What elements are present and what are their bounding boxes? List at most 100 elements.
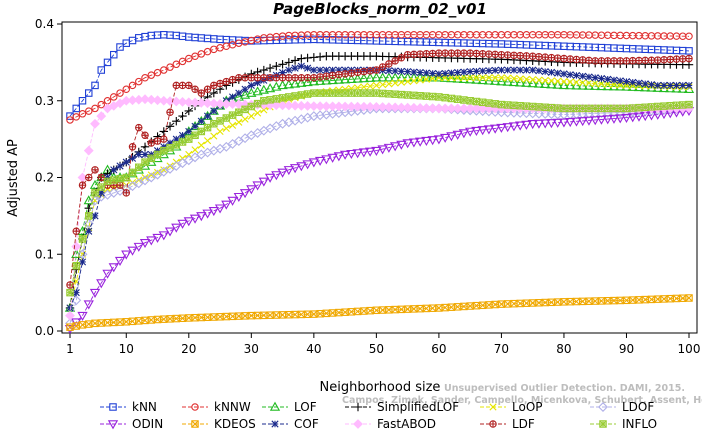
data-point-cof (203, 112, 212, 120)
legend-item-kdeos: KDEOS (182, 417, 256, 431)
data-point-fastabod (271, 100, 282, 111)
data-point-odin (371, 146, 382, 156)
data-point-fastabod (390, 102, 401, 113)
data-point-lof (371, 72, 382, 82)
data-point-ldf (116, 181, 124, 189)
data-point-odin (189, 214, 201, 224)
legend-item-inflo: INFLO (590, 417, 657, 431)
data-point-kdeos (247, 311, 256, 320)
data-point-ldf (291, 73, 299, 82)
legend-label-knnw: kNNW (214, 400, 251, 414)
data-point-inflo (466, 97, 474, 105)
data-point-cof (128, 154, 137, 162)
data-point-ldf (122, 189, 131, 197)
data-point-loop (416, 76, 424, 84)
data-point-inflo (78, 235, 87, 243)
data-point-lof (633, 82, 645, 92)
series-ldof (65, 103, 694, 329)
data-point-loop (366, 82, 374, 90)
data-point-simplifiedlof (140, 142, 150, 151)
data-point-fastabod (146, 94, 157, 105)
data-point-ldof (527, 108, 538, 119)
data-point-lof (502, 76, 513, 86)
chart-title: PageBlocks_norm_02_v01 (273, 0, 487, 18)
data-point-inflo (147, 154, 156, 163)
data-point-cof (497, 66, 506, 74)
series-line-ldf (69, 52, 690, 285)
data-point-cof (191, 122, 199, 130)
data-point-knnw (178, 57, 187, 66)
data-point-cof (97, 189, 105, 197)
data-point-fastabod (396, 102, 407, 113)
data-point-inflo (210, 120, 218, 128)
data-point-inflo (297, 91, 306, 99)
data-point-simplifiedlof (272, 62, 281, 71)
data-point-inflo (635, 103, 643, 112)
data-point-ldf (341, 70, 349, 78)
data-point-fastabod (83, 145, 94, 156)
watermark-line-2: Campos, Zimek, Sander, Campello, Micenko… (342, 395, 702, 406)
data-point-ldf (660, 56, 668, 64)
data-point-loop (516, 75, 524, 83)
data-point-loop (535, 76, 543, 84)
data-point-inflo (135, 163, 143, 172)
data-point-loop (216, 127, 224, 136)
data-point-ldf (497, 50, 506, 59)
data-point-inflo (366, 89, 374, 97)
data-point-odin (158, 231, 169, 241)
data-point-cof (660, 81, 668, 89)
data-point-ldof (77, 249, 88, 260)
data-point-ldf (310, 73, 318, 82)
data-point-ldof (227, 138, 238, 149)
data-point-cof (679, 81, 687, 89)
data-point-lof (527, 78, 538, 88)
data-point-ldf (97, 173, 106, 182)
data-point-inflo (591, 104, 599, 113)
data-point-ldof (83, 218, 94, 229)
data-point-cof (322, 66, 330, 74)
data-point-inflo (485, 99, 493, 107)
data-point-simplifiedlof (159, 127, 168, 136)
data-point-cof (285, 66, 293, 74)
data-point-ldof (552, 109, 563, 120)
data-point-ldf (178, 81, 187, 90)
data-point-odin (164, 227, 176, 237)
data-point-ldof (546, 109, 557, 120)
data-point-loop (191, 146, 199, 154)
legend-label-lof: LOF (294, 400, 317, 414)
data-point-cof (672, 81, 681, 89)
data-point-odin (465, 127, 476, 137)
data-point-inflo (422, 92, 431, 100)
data-point-cof (572, 71, 581, 80)
data-point-odin (565, 118, 576, 128)
legend-label-ldof: LDOF (622, 400, 654, 414)
data-point-cof (435, 70, 443, 78)
data-point-odin (377, 145, 388, 155)
data-point-ldof (515, 107, 526, 118)
data-point-loop (460, 74, 468, 82)
data-point-kdeos (541, 298, 549, 307)
data-point-fastabod (283, 100, 294, 111)
data-point-inflo (378, 89, 387, 98)
data-point-lof (533, 78, 545, 88)
data-point-odin (446, 132, 457, 142)
series-knnw (66, 30, 693, 124)
data-point-ldf (453, 49, 462, 57)
data-point-inflo (341, 89, 349, 97)
data-point-simplifiedlof (165, 122, 175, 131)
data-point-odin (208, 207, 219, 217)
data-point-loop (153, 168, 162, 176)
data-point-fastabod (202, 98, 213, 109)
data-point-odin (333, 152, 345, 162)
data-point-fastabod (415, 103, 426, 113)
data-point-ldf (510, 51, 518, 60)
data-point-fastabod (208, 98, 219, 109)
data-point-loop (222, 124, 230, 132)
data-point-odin (133, 242, 144, 252)
data-point-ldof (496, 107, 507, 118)
data-point-inflo (172, 141, 181, 149)
data-point-ldf (547, 53, 556, 62)
data-point-knnw (160, 66, 168, 74)
data-point-odin (521, 120, 532, 130)
data-point-odin (283, 166, 294, 176)
